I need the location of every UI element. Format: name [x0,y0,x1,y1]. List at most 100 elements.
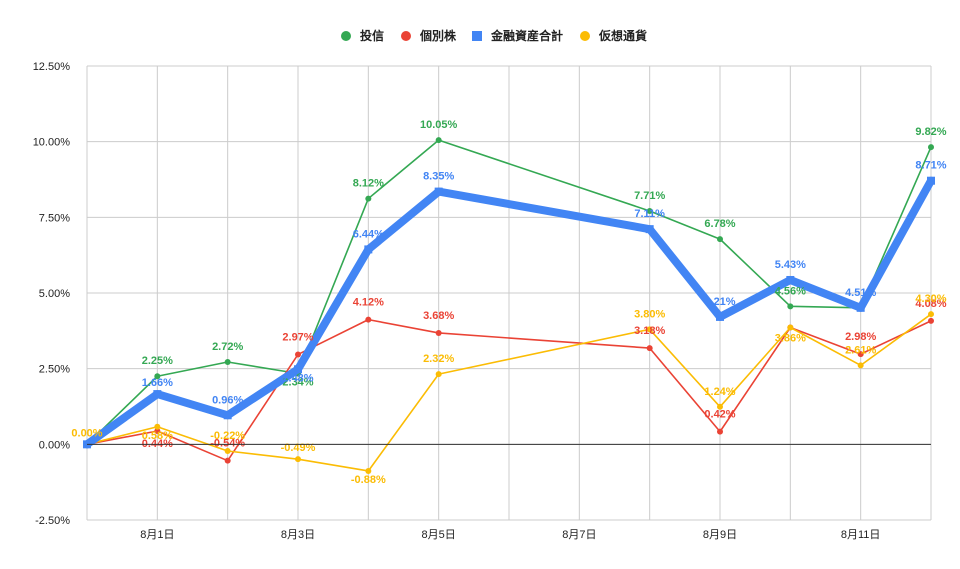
legend-label[interactable]: 仮想通貨 [598,28,647,43]
data-point [857,351,864,358]
data-label: 4.08% [915,298,946,310]
data-point [787,303,794,310]
data-point [646,207,653,214]
legend-label[interactable]: 個別株 [419,28,457,43]
data-point [365,316,372,323]
data-point [717,428,723,435]
data-point [786,275,795,284]
legend-swatch [472,31,482,41]
data-point [435,371,442,378]
x-tick-label: 8月1日 [140,529,174,541]
y-tick-label: 2.50% [39,364,70,376]
data-label: -0.88% [351,474,386,486]
data-point [153,390,162,399]
data-label: 9.82% [915,126,946,138]
data-point [928,317,934,324]
y-tick-label: -2.50% [35,515,70,527]
data-point [294,365,302,374]
data-label: 1.66% [142,377,173,389]
data-label: 2.72% [212,341,243,353]
data-point [928,311,934,318]
data-point [365,467,372,474]
data-point [645,225,654,234]
legend-swatch [580,31,590,41]
data-label: 3.68% [423,310,454,322]
data-label: 2.98% [845,331,876,343]
data-point [646,326,653,333]
x-tick-label: 8月5日 [422,529,456,541]
data-label: 4.12% [353,297,384,309]
x-tick-label: 8月11日 [841,529,881,541]
data-point [716,312,724,321]
data-label: 0.58% [142,430,173,442]
data-point [223,411,232,420]
legend-swatch [401,31,411,41]
data-point [434,187,443,196]
data-label: -0.49% [281,442,316,454]
data-label: 7.11% [634,208,665,220]
data-point [295,351,301,358]
y-tick-label: 12.50% [33,61,71,73]
data-label: -0.22% [210,430,245,442]
data-label: 2.97% [282,331,313,343]
data-label-layer: 2.25% 2.72% 2.34% 8.12% 10.05% 7.71% 6.78% 4.56… [71,119,946,486]
data-point [857,362,864,369]
data-label: 1.24% [704,386,735,398]
data-label: 7.71% [634,190,665,202]
data-label: 2.48% [282,372,313,384]
axis-layer: -2.50% 0.00% 2.50% 5.00% 7.50% 10.00% 12.50% 8月… [33,61,931,541]
data-label: 6.44% [353,228,384,240]
y-tick-label: 10.00% [33,137,71,149]
legend-label[interactable]: 投信 [360,28,384,43]
data-label: 2.61% [845,344,876,356]
data-point [927,176,935,185]
data-label: 2.25% [142,355,173,367]
data-label: 2.32% [423,353,454,365]
x-tick-label: 8月3日 [281,529,315,541]
data-label: -0.54% [210,438,245,450]
data-label: 0.42% [704,409,735,421]
data-point [154,428,161,435]
y-tick-label: 7.50% [39,212,70,224]
data-label: 5.43% [775,259,806,271]
data-point [224,447,231,454]
data-label: 6.78% [704,218,735,230]
data-label: 4.30% [915,293,946,305]
series-layer [83,137,935,474]
data-label: 8.12% [353,178,384,190]
y-tick-label: 0.00% [39,439,70,451]
data-point [928,144,934,151]
data-point [787,324,794,331]
data-label: 4.56% [775,285,806,297]
data-point [856,303,865,312]
data-point [717,236,723,243]
data-label: 4.51% [845,287,876,299]
data-point [435,137,442,144]
legend-swatch [341,31,351,41]
data-label: 10.05% [420,119,458,131]
data-point [154,423,161,430]
data-point [646,345,653,352]
data-label: 3.80% [634,308,665,320]
data-label: 2.34% [282,377,313,389]
data-label: 0.00% [71,427,102,439]
legend-label[interactable]: 金融資産合計 [490,28,563,43]
data-label: 4.21% [704,296,735,308]
x-tick-label: 8月9日 [703,529,737,541]
data-label: 0.96% [212,394,243,406]
data-point [295,456,301,463]
data-label: 8.71% [915,160,946,172]
data-label: 3.86% [775,333,806,345]
data-point [365,195,372,202]
data-label: 8.35% [423,171,454,183]
data-point [435,329,442,336]
data-point [224,359,231,366]
data-point [364,245,373,254]
y-tick-label: 5.00% [39,288,70,300]
x-tick-label: 8月7日 [562,529,596,541]
data-point [717,403,723,410]
data-label: 3.18% [634,325,665,337]
legend[interactable]: 投信 個別株 金融資産合計 仮想通貨 [341,28,647,43]
